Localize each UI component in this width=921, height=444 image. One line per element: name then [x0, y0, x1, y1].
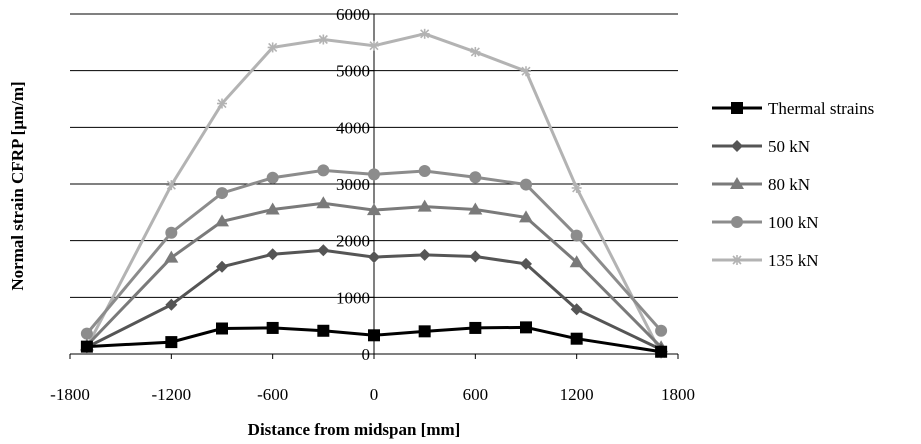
data-point — [418, 248, 431, 261]
data-point — [569, 255, 584, 268]
data-point — [570, 303, 583, 316]
data-point — [164, 250, 179, 263]
data-point — [266, 321, 279, 334]
data-point — [468, 202, 483, 215]
data-point — [317, 164, 330, 177]
legend-item: 80 kN — [712, 175, 810, 194]
data-point — [217, 98, 227, 109]
x-tick-label: 0 — [370, 385, 379, 404]
data-point — [469, 171, 482, 184]
y-tick-label: 1000 — [336, 288, 370, 307]
legend-marker — [730, 177, 744, 189]
data-point — [265, 202, 280, 215]
data-point — [520, 178, 532, 191]
legend-marker — [731, 102, 743, 114]
data-point — [417, 199, 432, 212]
data-point — [368, 168, 380, 181]
legend-label: 50 kN — [768, 137, 810, 156]
y-tick-label: 6000 — [336, 5, 370, 24]
y-tick-label: 3000 — [336, 175, 370, 194]
data-point — [266, 171, 279, 184]
x-tick-label: -1800 — [50, 385, 90, 404]
legend: Thermal strains 50 kN 80 kN 100 kN 135 kN — [712, 99, 874, 270]
legend-item: 50 kN — [712, 137, 810, 156]
data-point — [165, 226, 178, 239]
data-point — [216, 322, 228, 335]
legend-marker — [731, 140, 743, 152]
x-tick-label: 1800 — [661, 385, 695, 404]
data-point — [520, 321, 532, 334]
legend-label: 135 kN — [768, 251, 819, 270]
series-100-kn — [80, 164, 668, 340]
data-point — [367, 203, 381, 216]
y-tick-label: 4000 — [336, 118, 370, 137]
data-point — [318, 34, 329, 45]
data-point — [521, 66, 531, 77]
y-tick-label: 5000 — [336, 62, 370, 81]
data-point — [317, 244, 330, 257]
data-point — [655, 324, 668, 337]
data-point — [520, 257, 532, 270]
data-point — [571, 182, 582, 193]
data-point — [165, 336, 178, 349]
data-point — [216, 187, 228, 200]
series-thermal-strains — [80, 321, 668, 358]
legend-item: Thermal strains — [712, 99, 874, 118]
x-tick-label: -1200 — [151, 385, 191, 404]
data-point — [655, 345, 668, 358]
y-tick-label: 2000 — [336, 232, 370, 251]
data-point — [419, 28, 430, 39]
y-axis-title: Normal strain CFRP [μm/m] — [8, 81, 27, 290]
data-point — [266, 248, 279, 261]
legend-label: Thermal strains — [768, 99, 874, 118]
legend-marker — [731, 216, 743, 228]
data-point — [469, 321, 482, 334]
data-point — [165, 298, 178, 311]
data-point — [316, 196, 331, 209]
data-point — [418, 164, 431, 177]
data-point — [216, 260, 228, 273]
data-point — [80, 327, 93, 340]
data-point — [368, 329, 380, 342]
data-point — [80, 340, 93, 353]
series-50-kn — [80, 244, 668, 356]
data-point — [369, 40, 379, 51]
data-point — [317, 324, 330, 337]
series-layer — [79, 28, 669, 359]
data-point — [215, 214, 229, 227]
data-point — [570, 229, 583, 242]
data-point — [267, 42, 278, 53]
x-axis-title: Distance from midspan [mm] — [248, 420, 461, 439]
x-tick-label: -600 — [257, 385, 288, 404]
x-axis: -1800 -1200 -600 0 600 1200 1800 — [50, 353, 695, 404]
data-point — [368, 251, 380, 264]
data-point — [166, 180, 177, 191]
legend-item: 100 kN — [712, 213, 819, 232]
legend-item: 135 kN — [712, 251, 819, 270]
data-point — [469, 250, 482, 263]
data-point — [570, 332, 583, 345]
legend-label: 100 kN — [768, 213, 819, 232]
data-point — [470, 46, 481, 57]
data-point — [519, 210, 533, 223]
legend-label: 80 kN — [768, 175, 810, 194]
x-tick-label: 1200 — [560, 385, 594, 404]
x-tick-label: 600 — [463, 385, 489, 404]
legend-marker — [732, 255, 742, 265]
data-point — [418, 325, 431, 338]
